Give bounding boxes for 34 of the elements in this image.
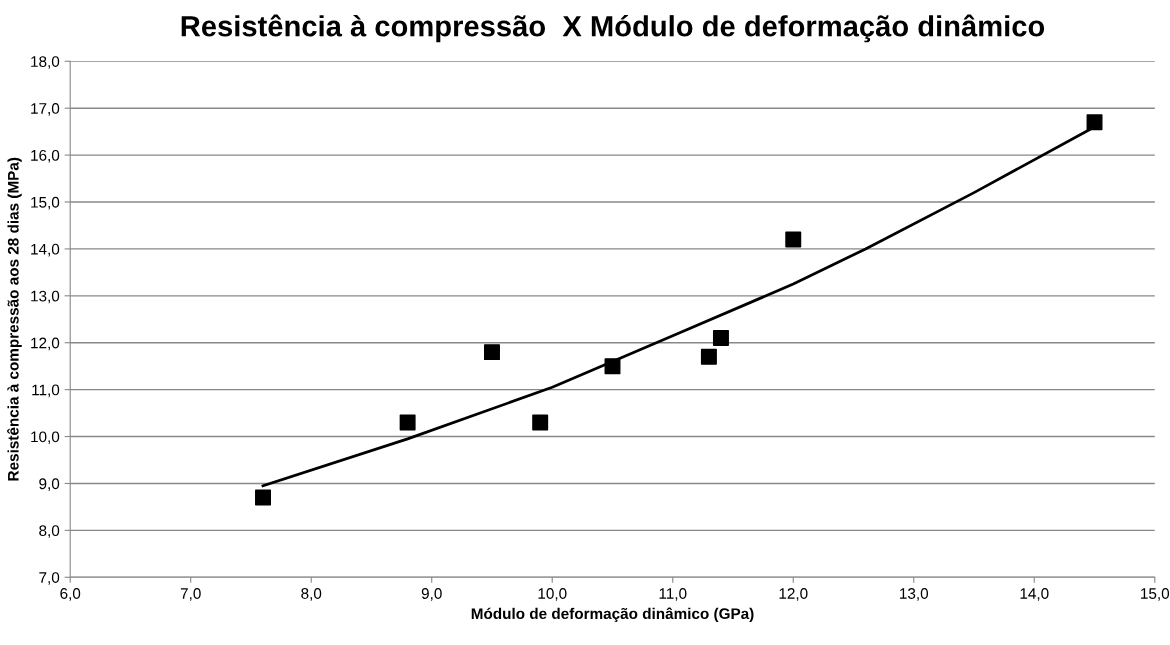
x-tick-label: 6,0: [60, 588, 81, 601]
y-tick-label: 10,0: [31, 431, 60, 445]
chart-title: Resistência à compressão X Módulo de deformação dinâmico: [181, 14, 1045, 43]
point: [1086, 114, 1103, 131]
point: [484, 344, 500, 361]
y-tick-label: 8,0: [39, 525, 60, 538]
x-tick-label: 11,0: [659, 588, 687, 601]
point: [712, 330, 729, 347]
y-tick-label: 14,0: [31, 243, 60, 257]
y-tick-label: 9,0: [39, 478, 60, 491]
point: [399, 414, 416, 431]
point: [255, 489, 271, 506]
point: [785, 231, 802, 248]
y-tick-label: 15,0: [31, 196, 60, 210]
x-axis-title: Módulo de deformação dinâmico (GPa): [471, 607, 754, 623]
point: [532, 414, 549, 431]
x-tick-label: 14,0: [1020, 588, 1049, 601]
y-tick-label: 12,0: [31, 337, 60, 351]
point: [700, 348, 717, 365]
x-tick-label: 9,0: [421, 588, 442, 601]
point: [604, 358, 621, 375]
x-tick-label: 10,0: [538, 588, 567, 601]
x-tick-label: 12,0: [779, 588, 808, 601]
y-tick-label: 18,0: [31, 56, 60, 69]
y-tick-label: 13,0: [31, 290, 60, 304]
y-tick-label: 16,0: [31, 149, 60, 163]
y-tick-label: 7,0: [39, 572, 60, 585]
y-axis-title: Resistência à compressão aos 28 dias (MPa): [7, 157, 22, 481]
x-tick-label: 8,0: [301, 588, 322, 601]
y-tick-label: 11,0: [32, 384, 60, 398]
y-tick-label: 17,0: [31, 103, 60, 116]
x-tick-label: 13,0: [900, 588, 929, 601]
x-tick-label: 15,0: [1141, 588, 1170, 601]
x-tick-label: 7,0: [180, 588, 201, 601]
